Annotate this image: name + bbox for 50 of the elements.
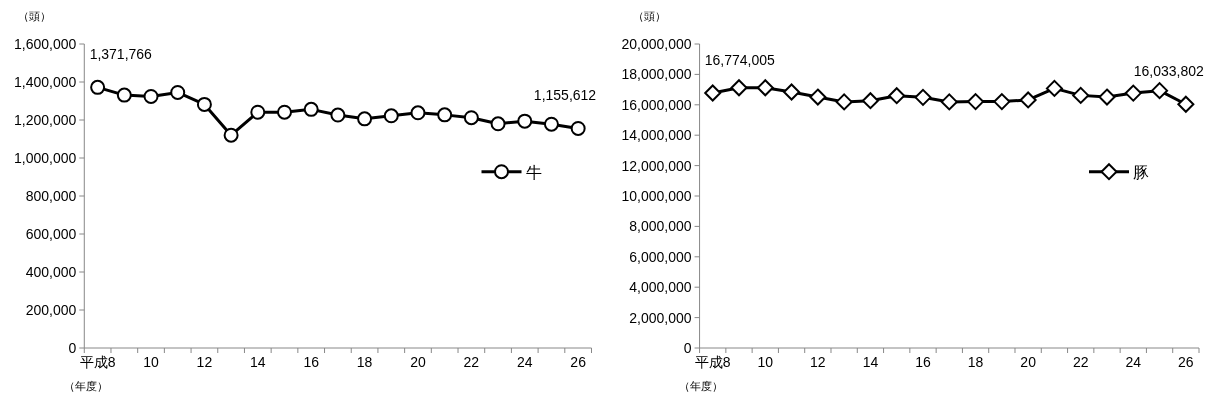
x-tick-label: 26: [570, 354, 587, 370]
y-tick-label: 4,000,000: [629, 279, 692, 296]
x-tick-label: 10: [143, 354, 160, 370]
y-tick-label: 6,000,000: [629, 248, 692, 265]
y-tick-label: 1,200,000: [13, 112, 77, 128]
legend-label: 牛: [525, 163, 542, 181]
y-tick-label: 0: [683, 340, 692, 356]
x-axis-title: （年度）: [63, 380, 108, 392]
y-tick-label: 10,000,000: [621, 188, 692, 204]
y-tick-label: 200,000: [25, 302, 77, 318]
y-axis-title: （頭）: [633, 10, 667, 22]
annotation: 16,033,802: [1133, 63, 1205, 80]
x-tick-label: 平成8: [79, 354, 116, 370]
x-tick-label: 24: [1125, 354, 1142, 370]
x-tick-label: 18: [967, 354, 984, 370]
x-axis-title: （年度）: [678, 380, 723, 392]
x-tick-label: 26: [1178, 354, 1194, 370]
y-tick-label: 8,000,000: [629, 218, 692, 235]
x-tick-label: 16: [915, 354, 931, 370]
y-tick-label: 1,600,000: [13, 36, 77, 52]
y-tick-label: 16,000,000: [621, 96, 692, 113]
x-tick-label: 22: [1072, 354, 1089, 370]
y-tick-label: 0: [68, 340, 77, 356]
y-tick-label: 20,000,000: [621, 36, 692, 52]
annotation: 1,371,766: [89, 46, 153, 63]
y-tick-label: 12,000,000: [621, 157, 692, 174]
y-tick-label: 1,000,000: [13, 150, 77, 166]
x-tick-label: 10: [757, 354, 774, 370]
x-tick-label: 14: [862, 354, 879, 370]
y-tick-label: 800,000: [25, 188, 77, 204]
annotation: 1,155,612: [533, 87, 597, 104]
x-tick-label: 20: [410, 354, 426, 370]
x-tick-label: 平成8: [694, 354, 731, 370]
legend-label: 豚: [1133, 163, 1149, 181]
x-tick-label: 24: [516, 354, 533, 370]
x-tick-label: 16: [303, 354, 320, 370]
x-tick-label: 12: [810, 354, 826, 370]
y-axis-title: （頭）: [17, 10, 51, 22]
y-tick-label: 1,400,000: [13, 74, 77, 90]
x-tick-label: 20: [1020, 354, 1037, 370]
annotation: 16,774,005: [704, 52, 775, 69]
y-tick-label: 14,000,000: [621, 127, 692, 144]
y-tick-label: 600,000: [25, 226, 77, 242]
x-tick-label: 18: [356, 354, 373, 370]
x-tick-label: 12: [196, 354, 213, 370]
y-tick-label: 2,000,000: [629, 309, 692, 326]
x-tick-label: 14: [250, 354, 266, 370]
y-tick-label: 400,000: [25, 264, 77, 280]
x-tick-label: 22: [463, 354, 480, 370]
y-tick-label: 18,000,000: [621, 66, 692, 83]
